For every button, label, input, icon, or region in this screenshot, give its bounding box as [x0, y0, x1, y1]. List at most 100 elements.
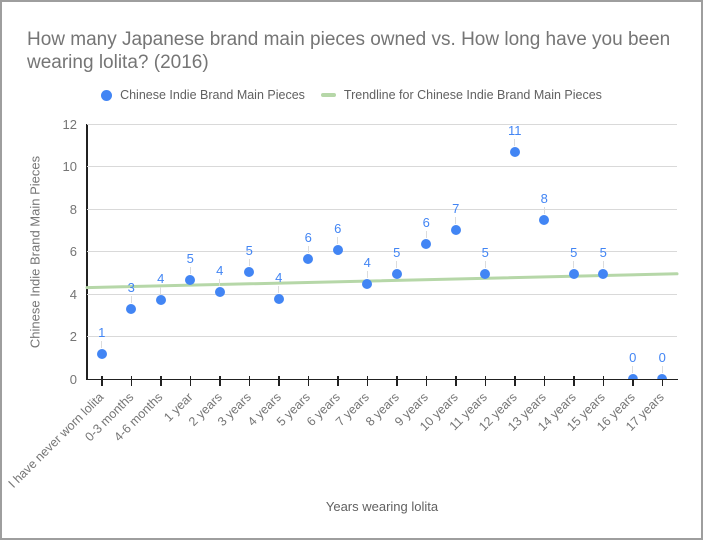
gridline [87, 251, 677, 252]
label-leader-line [189, 267, 191, 275]
data-point[interactable] [273, 294, 284, 305]
label-leader-line [337, 237, 339, 245]
x-tick [278, 376, 280, 386]
label-leader-line [425, 231, 427, 239]
data-point-label: 0 [629, 350, 637, 365]
x-tick [219, 376, 221, 386]
x-tick [573, 376, 575, 386]
data-point[interactable] [362, 279, 373, 290]
trendline-swatch-icon [320, 93, 336, 97]
x-tick [514, 376, 516, 386]
label-leader-line [307, 245, 309, 253]
y-tick-label: 8 [69, 201, 77, 217]
label-leader-line [130, 295, 132, 303]
legend-series-label: Chinese Indie Brand Main Pieces [120, 88, 305, 102]
label-leader-line [278, 286, 280, 294]
label-leader-line [632, 366, 634, 373]
label-leader-line [661, 366, 663, 373]
legend-item-trendline[interactable]: Trendline for Chinese Indie Brand Main P… [320, 88, 602, 102]
data-point[interactable] [450, 225, 461, 236]
data-point[interactable] [598, 268, 609, 279]
data-point[interactable] [391, 268, 402, 279]
label-leader-line [396, 260, 398, 268]
data-point-label: 5 [599, 244, 607, 260]
gridline [87, 123, 677, 125]
legend: Chinese Indie Brand Main Pieces Trendlin… [2, 86, 701, 104]
data-point[interactable] [509, 146, 520, 157]
data-point-label: 5 [186, 251, 194, 267]
x-tick [661, 376, 663, 386]
x-tick [484, 376, 486, 386]
gridline [87, 293, 677, 295]
data-point[interactable] [480, 268, 491, 279]
label-leader-line [602, 260, 604, 268]
data-point[interactable] [657, 374, 668, 379]
data-point[interactable] [539, 214, 550, 225]
data-point-label: 4 [216, 262, 224, 278]
data-point[interactable] [332, 245, 343, 256]
x-tick [455, 376, 457, 386]
x-tick [189, 376, 191, 386]
data-point[interactable] [96, 348, 107, 359]
data-point[interactable] [185, 275, 196, 286]
data-point[interactable] [155, 295, 166, 306]
y-tick-label: 12 [62, 116, 77, 132]
series-point-icon [101, 89, 113, 101]
data-point-label: 4 [275, 270, 283, 286]
data-point-label: 5 [481, 244, 489, 260]
gridline [87, 166, 677, 167]
data-point[interactable] [244, 266, 255, 277]
data-point-label: 8 [540, 190, 548, 206]
data-point-label: 7 [452, 201, 460, 217]
data-point[interactable] [568, 268, 579, 279]
plot-area: 1 3 4 5 4 5 4 6 6 4 5 6 7 5 11 8 5 5 0 0 [85, 122, 679, 379]
x-tick [632, 376, 634, 386]
y-tick-label: 6 [69, 244, 77, 259]
data-point[interactable] [214, 286, 225, 297]
legend-item-series[interactable]: Chinese Indie Brand Main Pieces [101, 88, 305, 102]
y-tick-label: 0 [69, 371, 77, 387]
data-point-label: 1 [98, 324, 106, 340]
x-axis-title: Years wearing lolita [325, 499, 439, 514]
x-tick [307, 376, 309, 386]
data-point-label: 6 [334, 221, 342, 237]
trendline [85, 272, 679, 290]
data-point-label: 3 [127, 279, 135, 295]
x-axis-line [86, 378, 678, 380]
data-point-label: 6 [304, 229, 312, 245]
x-tick [248, 376, 250, 386]
data-point-label: 6 [422, 215, 430, 231]
legend-trendline-label: Trendline for Chinese Indie Brand Main P… [343, 88, 602, 102]
data-point-label: 5 [245, 242, 253, 258]
data-point-label: 5 [570, 244, 578, 260]
x-tick [101, 376, 103, 386]
x-tick [425, 376, 427, 386]
label-leader-line [573, 260, 575, 268]
data-point-label: 11 [508, 122, 522, 138]
x-tick [130, 376, 132, 386]
data-point[interactable] [421, 239, 432, 250]
label-leader-line [219, 278, 221, 286]
data-point[interactable] [126, 303, 137, 314]
data-point-label: 4 [157, 271, 165, 287]
data-point[interactable] [627, 374, 638, 379]
data-point-label: 5 [393, 244, 401, 260]
label-leader-line [543, 206, 545, 214]
label-leader-line [514, 138, 516, 146]
x-tick [543, 376, 545, 386]
data-point[interactable] [303, 253, 314, 264]
axes: 0 2 4 6 8 10 12 I have never worn lolita 0-3 mon… [6, 117, 678, 491]
x-tick [396, 376, 398, 386]
data-point-label: 4 [363, 255, 371, 271]
x-tick [602, 376, 604, 386]
label-leader-line [366, 271, 368, 279]
x-tick [160, 376, 162, 386]
y-tick-label: 10 [62, 159, 77, 174]
x-tick [337, 376, 339, 386]
data-point-label: 0 [658, 350, 666, 365]
y-axis-line [86, 124, 88, 380]
label-leader-line [484, 260, 486, 268]
label-leader-line [455, 217, 457, 225]
gridline [87, 336, 677, 337]
